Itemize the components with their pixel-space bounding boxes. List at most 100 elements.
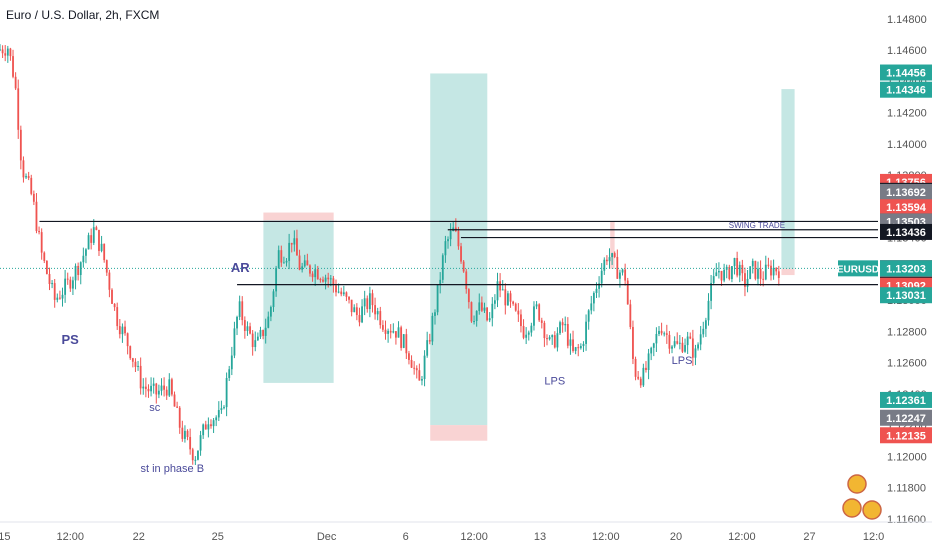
candle-body [173,394,176,407]
price-label-box [880,64,932,81]
candle-body [246,326,249,331]
candle-body [342,292,345,295]
candle-body [264,327,267,336]
candle-body [363,298,366,307]
candle-body [48,274,51,285]
stop-zone [610,221,615,269]
candle-body [144,386,147,389]
candle-body [368,293,371,310]
candle-body [387,330,390,334]
candle-body [548,337,551,340]
candle-body [678,342,681,344]
candle-body [298,255,301,270]
annotation-label: st in phase B [140,463,204,475]
candle-body [366,298,369,310]
candle-body [673,341,676,347]
candle-body [686,336,689,346]
x-tick-label: 27 [803,531,815,543]
candle-body [514,303,517,311]
candle-body [324,277,327,282]
price-label-text: 1.13031 [886,290,926,302]
candle-body [777,271,780,278]
candle-body [30,177,33,194]
candle-body [757,268,759,279]
candle-body [17,88,20,130]
candle-body [27,176,30,178]
candle-body [314,269,317,278]
price-label-text: 1.13594 [886,202,927,214]
candle-body [660,330,663,334]
candle-body [436,284,439,313]
candle-body [397,327,400,338]
y-tick-label: 1.12600 [887,358,927,370]
candle-body [129,346,132,359]
candle-body [74,265,77,281]
candle-body [608,257,611,262]
candle-body [637,376,640,379]
candle-body [762,278,765,280]
candle-body [223,407,225,409]
candle-body [184,430,186,439]
candle-body [241,301,244,321]
candle-body [486,307,488,321]
candle-body [150,385,152,392]
candle-body [577,347,580,349]
candle-body [230,355,233,370]
candle-body [103,243,106,261]
price-label-text: 1.12135 [886,430,926,442]
candle-body [585,321,587,344]
candle-body [731,266,733,279]
candle-body [590,303,593,311]
target-zone [781,89,795,269]
candle-body [210,424,212,427]
candle-body [507,293,509,306]
event-badge-icon [842,498,862,518]
candle-body [421,379,423,381]
candle-body [4,53,7,56]
candle-body [613,253,616,257]
candle-body [228,369,231,379]
candle-body [689,336,692,339]
candle-body [501,289,504,291]
chart-title: Euro / U.S. Dollar, 2h, FXCM [6,8,160,22]
candle-body [319,279,322,281]
candle-body [535,304,538,307]
candle-body [92,227,95,243]
x-tick-label: 12:00 [728,531,756,543]
candle-body [348,296,350,300]
candle-body [460,246,462,262]
candle-body [496,281,499,301]
candle-body [561,322,564,326]
candle-body [598,283,601,289]
candle-body [770,265,772,276]
candle-body [556,333,559,348]
candle-body [350,299,353,313]
candle-body [116,307,119,327]
candle-body [191,449,194,461]
candle-body [217,410,220,418]
candle-body [389,330,392,333]
candle-body [113,303,116,308]
candle-body [163,385,166,390]
candle-body [14,76,17,89]
candle-body [134,361,137,367]
stop-zone [781,268,795,276]
candle-body [376,311,379,315]
candle-body [720,270,723,281]
annotation-label: LPS [544,375,565,387]
candle-body [121,326,124,335]
candle-body [43,252,46,261]
candle-body [337,291,340,293]
y-tick-label: 1.14000 [887,139,927,151]
candle-body [444,241,447,256]
candle-body [22,160,25,178]
candle-body [699,334,702,345]
candle-body [6,48,9,56]
candle-body [569,339,572,346]
candle-body [431,315,434,342]
price-label-box [880,391,932,408]
candle-body [72,280,74,289]
candle-body [405,334,408,354]
candle-body [546,338,548,340]
